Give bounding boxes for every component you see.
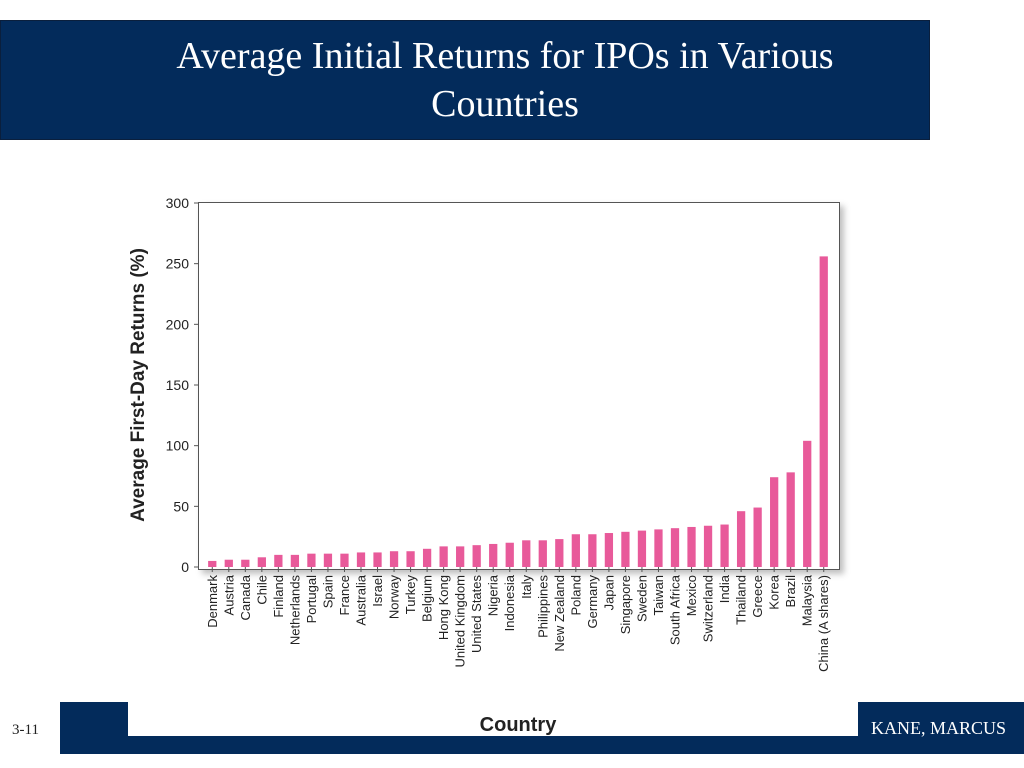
bar <box>819 256 828 567</box>
x-tick-label: Hong Kong <box>436 575 451 640</box>
authors-label: KANE, MARCUS <box>870 718 1006 738</box>
x-tick-label: Poland <box>568 575 583 615</box>
x-tick-label: Japan <box>601 575 616 610</box>
slide-title: Average Initial Returns for IPOs in Vari… <box>176 35 834 125</box>
chart-panel: 0 50 100 150 200 250 300 Denmark Austria Canada C… <box>128 190 858 736</box>
x-tick-label: India <box>717 574 732 603</box>
y-tick-label: 150 <box>166 377 190 393</box>
x-tick-label: France <box>337 575 352 615</box>
x-tick-label: Korea <box>767 574 782 609</box>
x-tick-label: Taiwan <box>651 575 666 615</box>
x-tick-label: Italy <box>519 575 534 599</box>
bar <box>489 543 498 567</box>
x-tick-label: Belgium <box>420 575 435 622</box>
y-tick-label: 300 <box>166 195 190 211</box>
bar <box>786 472 795 567</box>
bar <box>736 511 746 567</box>
title-bar: Average Initial Returns for IPOs in Vari… <box>0 20 930 140</box>
x-tick-label: Philippines <box>535 575 550 638</box>
x-tick-label: Denmark <box>205 575 220 628</box>
x-tick-label: Austria <box>221 574 236 615</box>
x-tick-label: Australia <box>354 574 369 625</box>
y-tick-label: 50 <box>173 498 189 514</box>
bar <box>753 507 762 567</box>
bar <box>604 533 614 567</box>
x-tick-label: Singapore <box>618 575 633 634</box>
bar <box>522 540 531 567</box>
bar <box>555 539 564 567</box>
x-tick-label: Mexico <box>684 575 699 616</box>
slide-number: 3-11 <box>12 722 39 738</box>
bar <box>670 528 680 567</box>
bar <box>571 534 580 567</box>
x-tick-label: Sweden <box>634 575 649 622</box>
bar <box>588 534 597 567</box>
x-tick-label: Brazil <box>783 575 798 608</box>
plot-frame <box>198 202 840 570</box>
x-tick-label: Norway <box>387 575 402 620</box>
bar <box>422 548 432 567</box>
bar <box>208 560 217 567</box>
bar <box>770 477 779 567</box>
bar <box>472 545 481 567</box>
bars <box>208 256 828 567</box>
x-tick-label: Chile <box>254 575 269 605</box>
x-tick-label: Malaysia <box>800 574 815 626</box>
bar <box>389 551 399 567</box>
bar <box>290 554 300 567</box>
bar <box>241 559 250 567</box>
bar <box>505 542 514 567</box>
x-tick-label: Nigeria <box>486 574 501 616</box>
bar <box>257 557 266 567</box>
bar <box>406 551 415 567</box>
x-tick-label: Turkey <box>403 575 418 615</box>
x-tick-label: Israel <box>370 575 385 607</box>
bar <box>687 526 696 567</box>
bar <box>538 540 547 567</box>
bar <box>654 529 663 567</box>
y-tick-label: 200 <box>166 316 190 332</box>
bar <box>356 552 366 567</box>
x-tick-label: South Africa <box>668 574 683 645</box>
x-tick-label: Spain <box>320 575 335 608</box>
x-tick-label: Thailand <box>734 575 749 625</box>
x-tick-label: United States <box>469 575 484 654</box>
y-tick-label: 0 <box>181 559 189 575</box>
bar <box>456 546 465 567</box>
y-axis-label: Average First-Day Returns (%) <box>128 248 149 522</box>
x-tick-label: Greece <box>750 575 765 618</box>
x-tick-label: Portugal <box>304 575 319 624</box>
y-axis-ticks: 0 50 100 150 200 250 300 <box>166 195 199 575</box>
bar <box>323 553 333 567</box>
x-tick-label: Indonesia <box>502 574 517 631</box>
x-tick-label: Canada <box>238 574 253 620</box>
x-axis-label: Country <box>480 714 558 736</box>
bar <box>274 554 283 567</box>
bar <box>703 525 713 567</box>
bar <box>340 553 349 567</box>
bar <box>720 524 729 567</box>
x-axis-ticks: Denmark Austria Canada Chile Finland Netherla… <box>205 567 831 672</box>
x-tick-label: United Kingdom <box>453 575 468 668</box>
y-tick-label: 250 <box>166 256 190 272</box>
x-tick-label: Switzerland <box>701 575 716 642</box>
bar <box>637 530 647 567</box>
bar <box>803 440 812 567</box>
bar <box>224 559 233 567</box>
x-tick-label: Finland <box>271 575 286 618</box>
x-tick-label: New Zealand <box>552 575 567 652</box>
bar <box>307 553 316 567</box>
bar <box>439 546 448 567</box>
bar <box>621 531 630 567</box>
x-tick-label: Netherlands <box>287 575 302 646</box>
bar <box>373 552 382 567</box>
x-tick-label: China (A shares) <box>816 575 831 672</box>
x-tick-label: Germany <box>585 575 600 629</box>
y-tick-label: 100 <box>166 438 190 454</box>
